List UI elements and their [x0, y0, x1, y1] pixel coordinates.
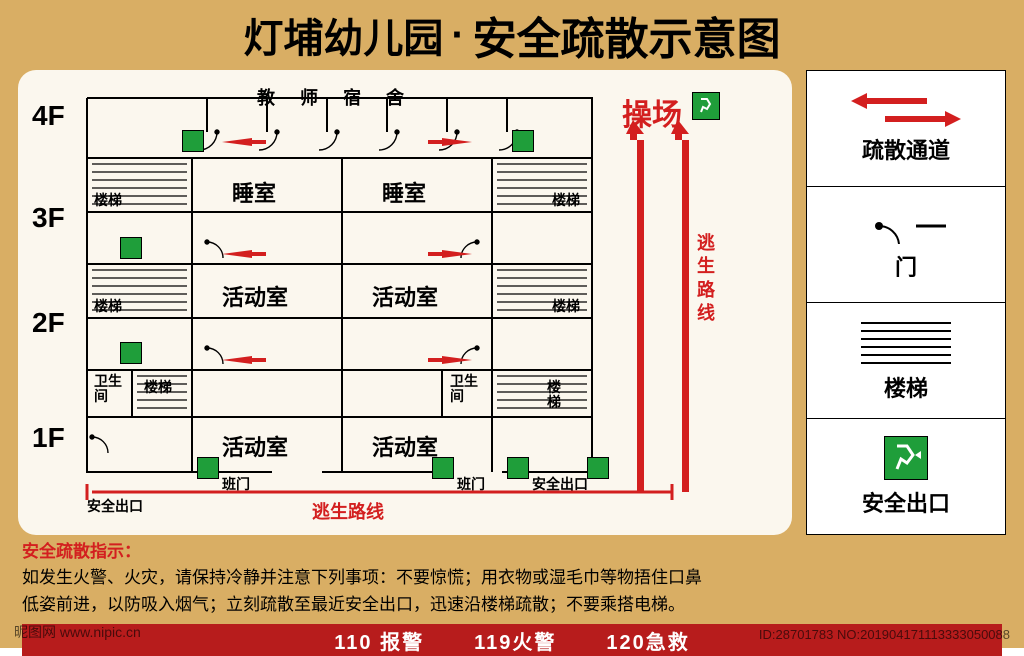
watermark-left: 昵图网 www.nipic.cn [14, 622, 141, 642]
activity-2l: 活动室 [222, 280, 288, 312]
stairs-1l: 楼梯 [144, 380, 172, 394]
escape-route-v: 逃生路线 [697, 232, 715, 326]
safety-exit-r: 安全出口 [532, 474, 588, 494]
class-door-r: 班门 [457, 474, 485, 494]
exit-icon [692, 92, 720, 120]
door-icon [861, 208, 951, 244]
stairs-3r: 楼梯 [552, 190, 580, 210]
exit-icon [197, 457, 219, 479]
legend-evac: 疏散通道 [806, 70, 1006, 187]
evacuation-poster: 灯埔幼儿园 · 安全疏散示意图 4F 3F 2F 1F [0, 0, 1024, 648]
exit-icon [120, 237, 142, 259]
stairs-icon [861, 319, 951, 365]
title-main: 安全疏散示意图 [473, 3, 781, 67]
toilet-r: 卫生间 [450, 374, 478, 405]
instructions-line1: 如发生火警、火灾，请保持冷静并注意下列事项：不要惊慌；用衣物或湿毛巾等物捂住口鼻 [22, 568, 702, 587]
stairs-2r: 楼梯 [552, 296, 580, 316]
activity-2r: 活动室 [372, 280, 438, 312]
stairs-2l: 楼梯 [94, 296, 122, 316]
legend-stairs-label: 楼梯 [884, 371, 928, 403]
title-bar: 灯埔幼儿园 · 安全疏散示意图 [0, 0, 1024, 70]
playground-label: 操场 [622, 90, 682, 134]
dorm-header: 教 师 宿 舍 [257, 84, 414, 110]
class-door-l: 班门 [222, 474, 250, 494]
emerg-110: 110 报警 [334, 626, 424, 655]
legend-stairs: 楼梯 [806, 303, 1006, 419]
instructions-line2: 低姿前进，以防吸入烟气；立刻疏散至最近安全出口，迅速沿楼梯疏散；不要乘搭电梯。 [22, 595, 685, 614]
exit-icon [182, 130, 204, 152]
legend-door-label: 门 [895, 250, 917, 282]
bedroom-r: 睡室 [382, 176, 426, 208]
legend-door: 门 [806, 187, 1006, 303]
emerg-119: 119火警 [474, 626, 556, 655]
exit-icon [587, 457, 609, 479]
activity-1r: 活动室 [372, 430, 438, 462]
exit-icon [512, 130, 534, 152]
watermark-right: ID:28701783 NO:201904171113333050088 [759, 627, 1010, 642]
activity-1l: 活动室 [222, 430, 288, 462]
title-separator: · [451, 13, 464, 58]
legend-evac-label: 疏散通道 [862, 133, 950, 165]
stairs-1r: 楼梯 [547, 380, 561, 411]
legend-exit-label: 安全出口 [862, 486, 950, 518]
title-org: 灯埔幼儿园 [243, 6, 443, 64]
bedroom-l: 睡室 [232, 176, 276, 208]
exit-icon [432, 457, 454, 479]
exit-icon [120, 342, 142, 364]
instructions-title: 安全疏散指示： [22, 542, 141, 561]
emerg-120: 120急救 [606, 626, 689, 655]
legend-panel: 疏散通道 门 楼梯 安全出口 [806, 70, 1006, 535]
escape-route-h: 逃生路线 [312, 498, 384, 524]
floor-plan: 4F 3F 2F 1F [32, 82, 778, 527]
instructions: 安全疏散指示： 如发生火警、火灾，请保持冷静并注意下列事项：不要惊慌；用衣物或湿… [0, 535, 1024, 618]
exit-icon [884, 436, 928, 480]
legend-exit: 安全出口 [806, 419, 1006, 535]
exit-icon [507, 457, 529, 479]
floor-plan-panel: 4F 3F 2F 1F [18, 70, 792, 535]
safety-exit-l: 安全出口 [87, 496, 143, 516]
toilet-l: 卫生间 [94, 374, 122, 405]
evac-arrows-icon [851, 93, 961, 127]
stairs-3l: 楼梯 [94, 190, 122, 210]
